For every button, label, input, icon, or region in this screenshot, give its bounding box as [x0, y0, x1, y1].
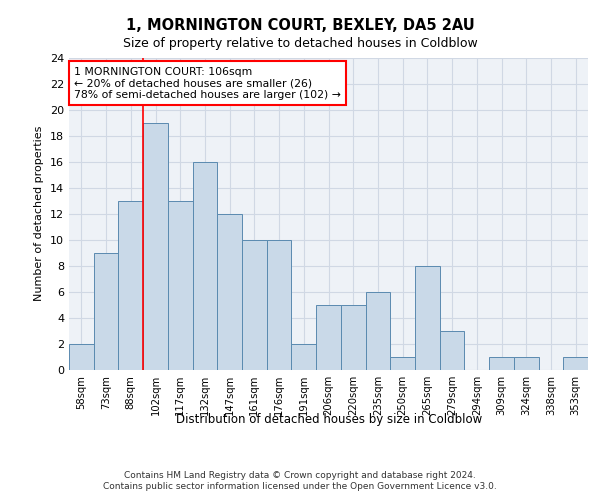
Text: 1, MORNINGTON COURT, BEXLEY, DA5 2AU: 1, MORNINGTON COURT, BEXLEY, DA5 2AU — [125, 18, 475, 32]
Text: Distribution of detached houses by size in Coldblow: Distribution of detached houses by size … — [176, 412, 482, 426]
Bar — [69, 344, 94, 370]
Bar — [143, 122, 168, 370]
Text: 1 MORNINGTON COURT: 106sqm
← 20% of detached houses are smaller (26)
78% of semi: 1 MORNINGTON COURT: 106sqm ← 20% of deta… — [74, 67, 341, 100]
Y-axis label: Number of detached properties: Number of detached properties — [34, 126, 44, 302]
Text: Size of property relative to detached houses in Coldblow: Size of property relative to detached ho… — [122, 38, 478, 51]
Bar — [415, 266, 440, 370]
Text: Contains HM Land Registry data © Crown copyright and database right 2024.: Contains HM Land Registry data © Crown c… — [124, 471, 476, 480]
Bar — [193, 162, 217, 370]
Bar — [489, 357, 514, 370]
Bar — [341, 305, 365, 370]
Bar — [267, 240, 292, 370]
Bar — [217, 214, 242, 370]
Bar — [168, 200, 193, 370]
Bar — [365, 292, 390, 370]
Bar — [316, 305, 341, 370]
Bar — [94, 253, 118, 370]
Bar — [292, 344, 316, 370]
Bar — [118, 200, 143, 370]
Bar — [440, 331, 464, 370]
Bar — [390, 357, 415, 370]
Bar — [242, 240, 267, 370]
Text: Contains public sector information licensed under the Open Government Licence v3: Contains public sector information licen… — [103, 482, 497, 491]
Bar — [563, 357, 588, 370]
Bar — [514, 357, 539, 370]
